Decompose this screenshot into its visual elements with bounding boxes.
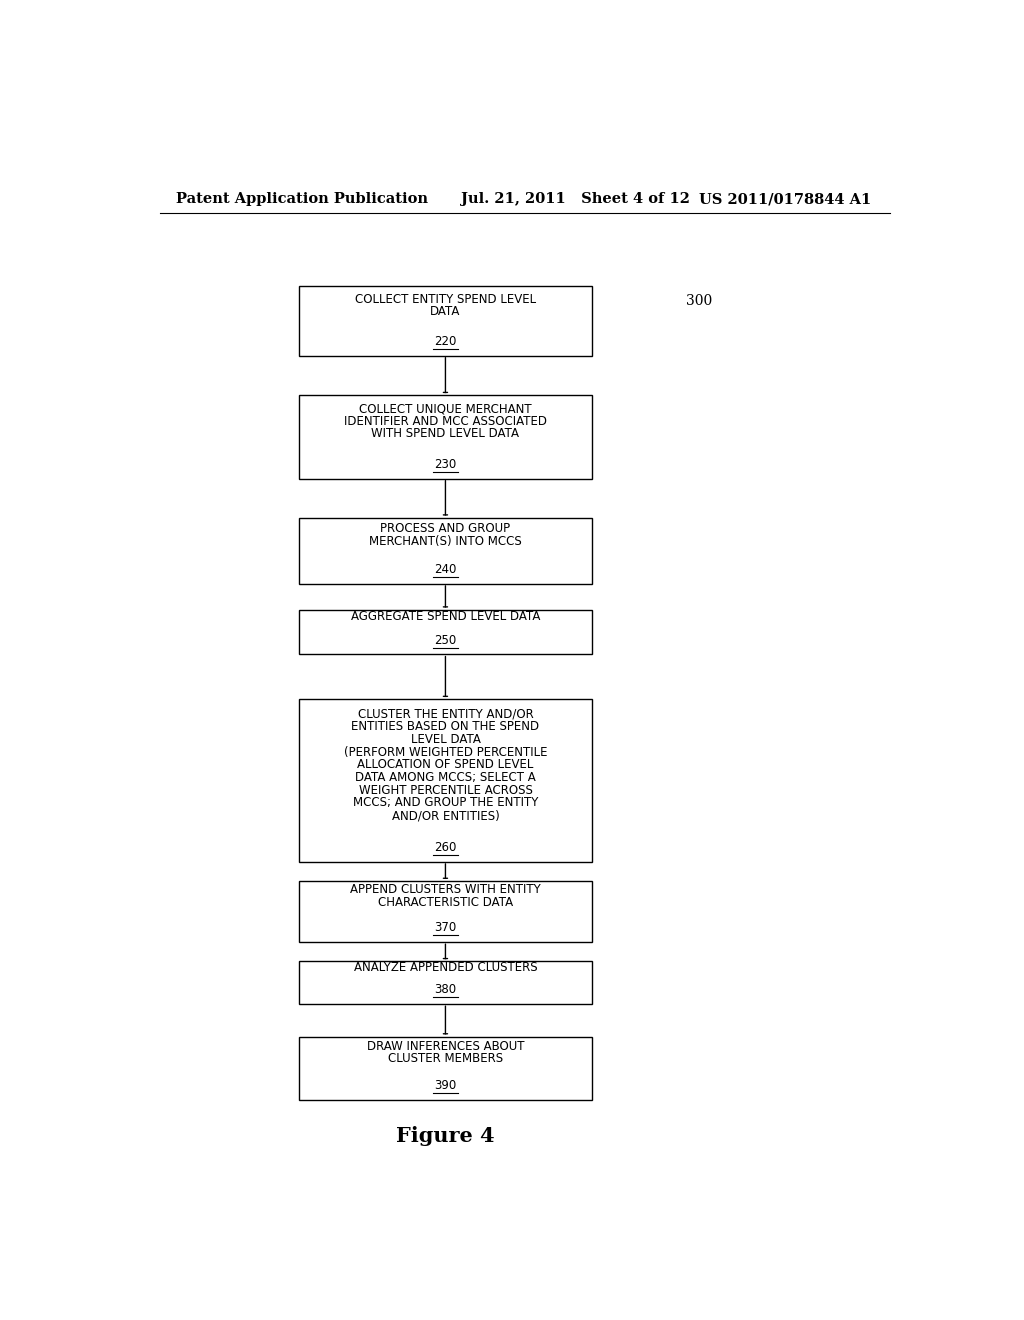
Bar <box>299 880 592 942</box>
Text: ENTITIES BASED ON THE SPEND: ENTITIES BASED ON THE SPEND <box>351 721 540 733</box>
Text: COLLECT ENTITY SPEND LEVEL: COLLECT ENTITY SPEND LEVEL <box>355 293 536 305</box>
Text: ANALYZE APPENDED CLUSTERS: ANALYZE APPENDED CLUSTERS <box>353 961 538 974</box>
Text: 380: 380 <box>434 983 457 997</box>
Text: CLUSTER MEMBERS: CLUSTER MEMBERS <box>388 1052 503 1065</box>
Text: CLUSTER THE ENTITY AND/OR: CLUSTER THE ENTITY AND/OR <box>357 708 534 721</box>
Text: ALLOCATION OF SPEND LEVEL: ALLOCATION OF SPEND LEVEL <box>357 758 534 771</box>
Text: APPEND CLUSTERS WITH ENTITY: APPEND CLUSTERS WITH ENTITY <box>350 883 541 896</box>
Bar <box>299 286 592 355</box>
Text: 240: 240 <box>434 564 457 576</box>
Text: US 2011/0178844 A1: US 2011/0178844 A1 <box>699 191 871 206</box>
Text: DATA: DATA <box>430 305 461 318</box>
Bar <box>299 395 592 479</box>
Text: LEVEL DATA: LEVEL DATA <box>411 733 480 746</box>
Text: DRAW INFERENCES ABOUT: DRAW INFERENCES ABOUT <box>367 1040 524 1052</box>
Text: WEIGHT PERCENTILE ACROSS: WEIGHT PERCENTILE ACROSS <box>358 784 532 797</box>
Text: PROCESS AND GROUP: PROCESS AND GROUP <box>380 523 511 535</box>
Bar <box>299 961 592 1005</box>
Text: 230: 230 <box>434 458 457 471</box>
Text: 370: 370 <box>434 921 457 935</box>
Text: AGGREGATE SPEND LEVEL DATA: AGGREGATE SPEND LEVEL DATA <box>351 610 540 623</box>
Text: WITH SPEND LEVEL DATA: WITH SPEND LEVEL DATA <box>372 428 519 441</box>
Text: 260: 260 <box>434 841 457 854</box>
Bar <box>299 610 592 655</box>
Text: Patent Application Publication: Patent Application Publication <box>176 191 428 206</box>
Bar <box>299 517 592 583</box>
Text: 250: 250 <box>434 634 457 647</box>
Text: MCCS; AND GROUP THE ENTITY: MCCS; AND GROUP THE ENTITY <box>352 796 539 809</box>
Text: 390: 390 <box>434 1078 457 1092</box>
Text: 300: 300 <box>686 293 713 308</box>
Text: Jul. 21, 2011   Sheet 4 of 12: Jul. 21, 2011 Sheet 4 of 12 <box>461 191 690 206</box>
Bar <box>299 1036 592 1100</box>
Text: MERCHANT(S) INTO MCCS: MERCHANT(S) INTO MCCS <box>369 535 522 548</box>
Text: DATA AMONG MCCS; SELECT A: DATA AMONG MCCS; SELECT A <box>355 771 536 784</box>
Text: 220: 220 <box>434 335 457 348</box>
Text: COLLECT UNIQUE MERCHANT: COLLECT UNIQUE MERCHANT <box>359 403 531 414</box>
Text: Figure 4: Figure 4 <box>396 1126 495 1146</box>
Text: AND/OR ENTITIES): AND/OR ENTITIES) <box>391 809 500 822</box>
Text: (PERFORM WEIGHTED PERCENTILE: (PERFORM WEIGHTED PERCENTILE <box>344 746 547 759</box>
Bar <box>299 700 592 862</box>
Text: CHARACTERISTIC DATA: CHARACTERISTIC DATA <box>378 896 513 908</box>
Text: IDENTIFIER AND MCC ASSOCIATED: IDENTIFIER AND MCC ASSOCIATED <box>344 414 547 428</box>
